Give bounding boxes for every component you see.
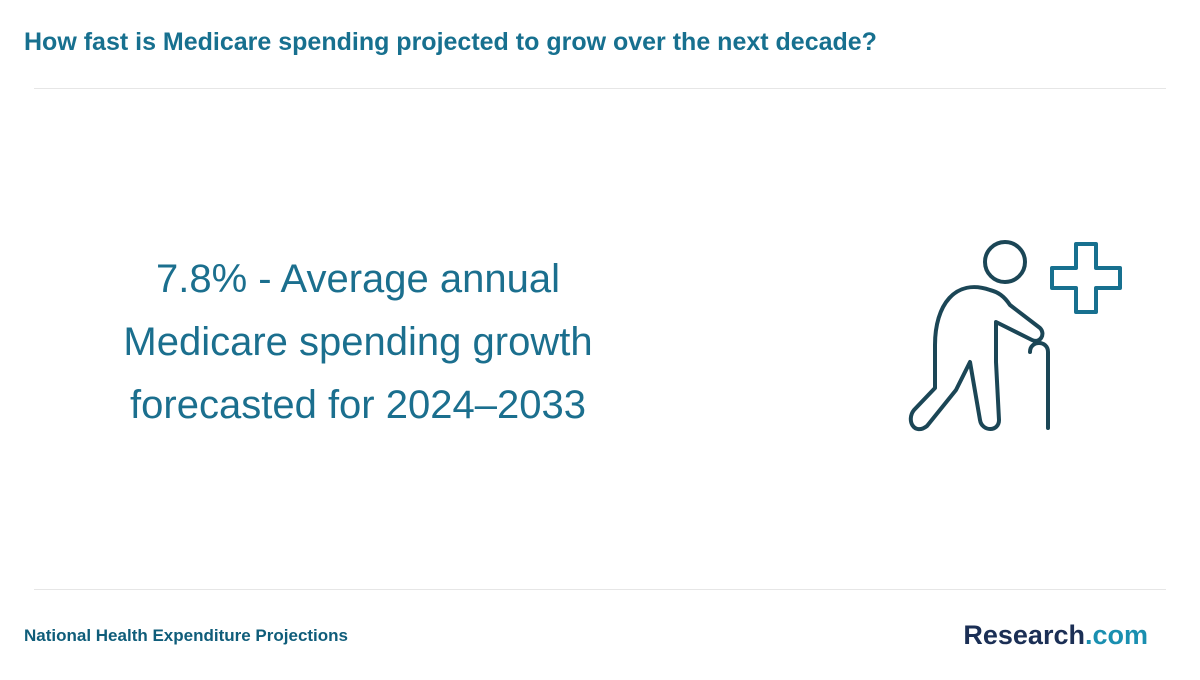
logo: Research.com bbox=[963, 620, 1148, 651]
stat-line: 7.8% - Average annual bbox=[155, 257, 560, 301]
source: National Health Expenditure Projections bbox=[24, 626, 349, 645]
stat-block: 7.8% - Average annual Medicare spending … bbox=[58, 248, 658, 437]
stat-line: Medicare spending growth bbox=[123, 320, 593, 364]
elderly-icon bbox=[908, 240, 1122, 432]
stat-line: forecasted for 2024–2033 bbox=[130, 383, 586, 427]
logo-name: Research bbox=[963, 620, 1085, 650]
title: How fast is Medicare spending projected … bbox=[24, 28, 877, 56]
logo-suffix: .com bbox=[1084, 620, 1148, 650]
divider bbox=[34, 88, 1166, 89]
divider bbox=[34, 589, 1166, 590]
